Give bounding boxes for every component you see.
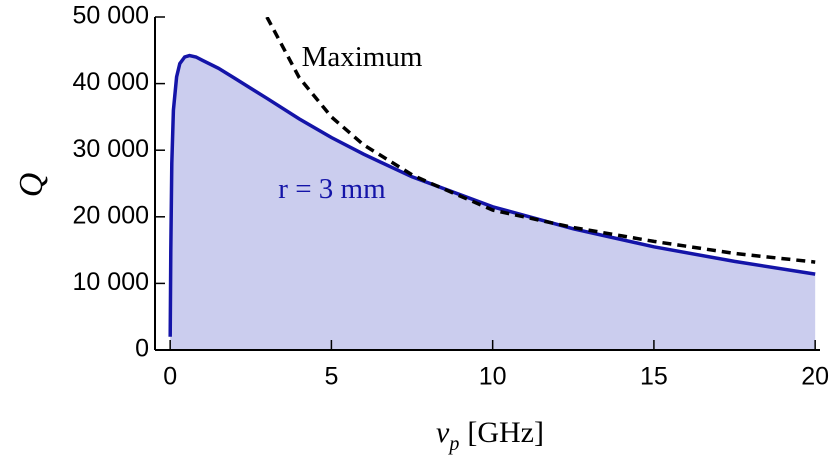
series-label: Maximum xyxy=(302,41,423,73)
series-label: r = 3 mm xyxy=(278,173,386,205)
x-label-symbol: ν xyxy=(436,416,450,449)
y-tick-label: 20 000 xyxy=(73,201,149,229)
x-tick-label: 5 xyxy=(324,363,338,391)
x-tick-label: 15 xyxy=(640,363,668,391)
y-axis-label: Q xyxy=(13,173,50,198)
y-tick-label: 10 000 xyxy=(73,268,149,296)
x-tick-label: 20 xyxy=(801,363,829,391)
x-tick-label: 10 xyxy=(479,363,507,391)
x-tick-label: 0 xyxy=(163,363,177,391)
line xyxy=(265,17,816,264)
y-tick-label: 40 000 xyxy=(73,68,149,96)
x-axis-label: νp [GHz] xyxy=(436,416,544,455)
y-tick-label: 30 000 xyxy=(73,135,149,163)
area xyxy=(170,55,816,350)
x-label-unit: [GHz] xyxy=(467,416,544,449)
plot xyxy=(168,17,816,350)
y-tick-label: 50 000 xyxy=(73,2,149,30)
x-label-subscript: p xyxy=(447,433,459,455)
y-tick-label: 0 xyxy=(135,335,149,363)
